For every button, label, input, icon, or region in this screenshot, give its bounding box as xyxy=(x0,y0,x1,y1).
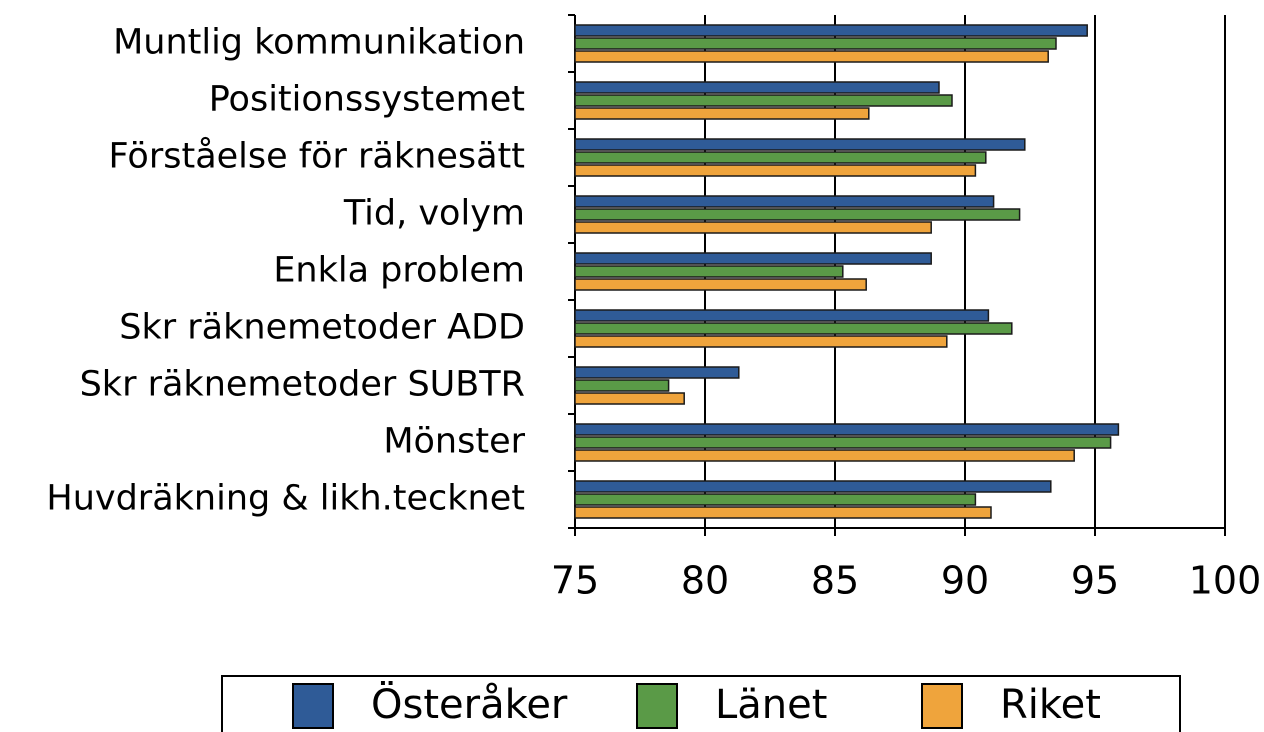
x-tick-label: 95 xyxy=(1071,559,1119,603)
bar xyxy=(574,436,1112,449)
bar xyxy=(574,195,995,208)
bar xyxy=(574,265,844,278)
legend-box xyxy=(221,675,1181,732)
bar xyxy=(574,221,932,234)
bar xyxy=(574,151,987,164)
category-label: Muntlig kommunikation xyxy=(113,23,525,63)
bar xyxy=(574,366,740,379)
bar xyxy=(574,81,940,94)
bar xyxy=(574,379,670,392)
x-tick-label: 80 xyxy=(681,559,729,603)
bar xyxy=(574,50,1049,63)
legend-swatch xyxy=(292,683,334,729)
category-label: Skr räknemetoder ADD xyxy=(119,308,525,348)
bar xyxy=(574,278,867,291)
bar xyxy=(574,208,1021,221)
bar xyxy=(574,506,992,519)
legend-label: Österåker xyxy=(371,680,568,728)
x-tick-label: 75 xyxy=(551,559,599,603)
legend-label: Länet xyxy=(715,682,827,728)
x-tick-label: 85 xyxy=(811,559,859,603)
bar xyxy=(574,480,1052,493)
bar xyxy=(574,423,1120,436)
bar xyxy=(574,322,1013,335)
bar xyxy=(574,37,1057,50)
bar xyxy=(574,335,948,348)
category-label: Skr räknemetoder SUBTR xyxy=(80,365,525,405)
category-label: Förståelse för räknesätt xyxy=(109,136,525,177)
x-tick-label: 100 xyxy=(1189,559,1262,603)
bar xyxy=(574,392,685,405)
bar xyxy=(574,94,953,107)
bar xyxy=(574,24,1088,37)
legend-swatch xyxy=(636,683,678,729)
bar xyxy=(574,107,870,120)
category-label: Huvdräkning & likh.tecknet xyxy=(46,479,525,519)
category-label: Tid, volym xyxy=(343,194,525,234)
category-label: Enkla problem xyxy=(273,251,525,291)
bar xyxy=(574,138,1026,151)
legend-label: Riket xyxy=(1000,682,1101,728)
bar xyxy=(574,449,1075,462)
bar xyxy=(574,493,977,506)
category-label: Positionssystemet xyxy=(209,80,525,120)
bar xyxy=(574,164,977,177)
category-label: Mönster xyxy=(383,422,525,462)
x-tick-label: 90 xyxy=(941,559,989,603)
bar xyxy=(574,309,990,322)
bar xyxy=(574,252,932,265)
legend-swatch xyxy=(921,683,963,729)
